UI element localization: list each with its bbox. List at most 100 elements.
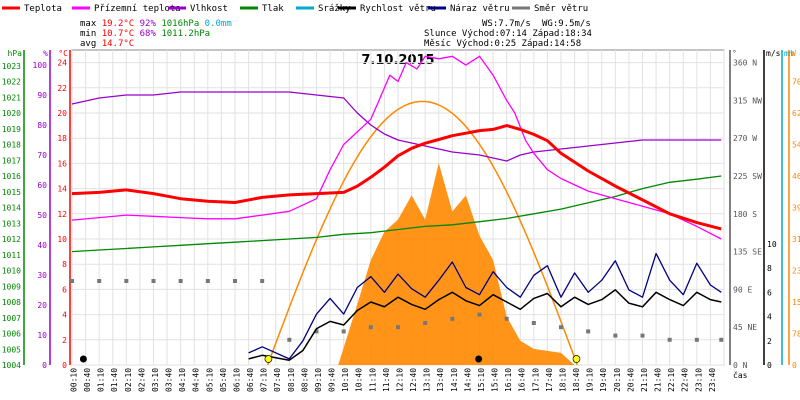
hpa-axis-tick: 1012 (2, 235, 21, 244)
x-tick-label: 04:10 (178, 368, 187, 392)
legend-label: Vlhkost (190, 4, 228, 14)
hpa-axis-tick: 1016 (2, 172, 21, 181)
temp-axis-tick: 22 (57, 84, 67, 93)
winddir-point (586, 329, 591, 334)
moon-marker (79, 355, 87, 363)
radiation-axis-tick: 546 (792, 141, 800, 150)
radiation-axis-tick: 234 (792, 267, 800, 276)
temp-axis-tick: 12 (57, 210, 67, 219)
radiation-axis-unit: W (791, 49, 796, 58)
x-axis-label: čas (733, 370, 748, 380)
radiation-axis-tick: 0 (792, 361, 797, 370)
x-tick-label: 01:40 (110, 368, 119, 392)
series-Teplota (71, 124, 722, 231)
x-tick-label: 09:10 (314, 368, 323, 392)
x-axis: 00:10 00:40 01:10 01:40 02:10 02:40 03:10 03:40… (69, 368, 747, 392)
winddir-point (124, 279, 129, 283)
windspeed-axis-tick: 2 (767, 337, 772, 346)
temp-axis-tick: 16 (57, 159, 67, 168)
stats-min-row: min 10.7°C 68% 1011.2hPa (80, 29, 210, 39)
temp-axis-tick: 24 (57, 59, 67, 68)
stats-wind-speed: WS:7.7m/s (482, 19, 531, 29)
x-tick-label: 16:10 (504, 368, 513, 392)
temp-axis-unit: °C (58, 49, 68, 58)
hpa-axis-tick: 1018 (2, 141, 21, 150)
x-tick-label: 17:40 (545, 368, 554, 392)
axes: hPa1004100510061007100810091010101110121… (2, 49, 800, 370)
winddir-point (233, 279, 237, 283)
winddir-point (396, 325, 400, 330)
temp-axis-tick: 10 (57, 235, 67, 244)
radiation-axis-tick: 468 (792, 172, 800, 181)
x-tick-label: 16:40 (518, 368, 527, 392)
series-radiation (338, 163, 575, 365)
winddir-point (260, 279, 265, 283)
sun-marker (572, 355, 581, 363)
x-tick-label: 03:10 (151, 368, 160, 392)
windspeed-axis-tick: 8 (767, 264, 772, 273)
hpa-axis-tick: 1006 (2, 330, 21, 339)
humidity-axis-tick: 20 (37, 301, 47, 310)
hpa-axis-tick: 1013 (2, 219, 21, 228)
x-tick-label: 22:10 (667, 368, 676, 392)
hpa-axis-tick: 1022 (2, 78, 21, 87)
temp-axis-tick: 4 (62, 311, 67, 320)
stats-wind-gust: WG:9.5m/s (542, 19, 591, 29)
x-tick-label: 05:40 (219, 368, 228, 392)
winddir-axis-tick: 135 SE (733, 248, 762, 257)
legend-label: Náraz větru (450, 4, 510, 14)
stats-block: max 19.2°C 92% 1016hPa 0.0mm min 10.7°C … (80, 19, 592, 49)
stats-avg-row: avg 14.7°C (80, 39, 134, 49)
x-tick-label: 14:40 (463, 368, 472, 392)
humidity-axis-tick: 0 (42, 361, 47, 370)
moon-marker (475, 355, 483, 363)
winddir-axis-tick: 270 W (733, 134, 757, 143)
series-Tlak (71, 175, 722, 253)
hpa-axis-tick: 1023 (2, 62, 21, 71)
series-theoretical-radiation (266, 100, 579, 366)
windspeed-axis-tick: 0 (767, 361, 772, 370)
windspeed-axis-tick: 10 (767, 240, 777, 249)
x-tick-label: 07:40 (273, 368, 282, 392)
windspeed-axis-tick: 4 (767, 313, 772, 322)
radiation-axis-tick: 156 (792, 298, 800, 307)
legend: Teplota Přízemní teplota Vlhkost Tlak Srážky… (2, 4, 588, 14)
sun-marker (264, 355, 273, 363)
legend-label: Směr větru (534, 4, 588, 14)
winddir-point (477, 312, 482, 317)
winddir-point (694, 337, 699, 342)
radiation-axis-tick: 78 (792, 330, 800, 339)
winddir-point (423, 321, 428, 325)
hpa-axis-tick: 1005 (2, 345, 21, 354)
hpa-axis-tick: 1019 (2, 125, 21, 134)
stats-moon: Měsíc Východ:0:25 Západ:14:58 (424, 39, 581, 49)
hpa-axis-tick: 1021 (2, 93, 21, 102)
stats-max-row: max 19.2°C 92% 1016hPa 0.0mm (80, 19, 232, 29)
hpa-axis-unit: hPa (8, 49, 23, 58)
winddir-point (450, 316, 455, 321)
temp-axis-tick: 8 (62, 260, 67, 269)
temp-axis-tick: 20 (57, 109, 67, 118)
temp-axis-tick: 6 (62, 285, 67, 294)
hpa-axis-tick: 1017 (2, 156, 21, 165)
radiation-axis-tick: 624 (792, 109, 800, 118)
winddir-point (719, 337, 724, 342)
x-tick-label: 09:40 (328, 368, 337, 392)
x-tick-label: 10:10 (341, 368, 350, 392)
x-tick-label: 21:40 (654, 368, 663, 392)
hpa-axis-tick: 1015 (2, 188, 21, 197)
winddir-point (314, 329, 319, 334)
winddir-point (667, 337, 672, 342)
x-tick-label: 19:10 (586, 368, 595, 392)
humidity-axis-tick: 100 (33, 61, 48, 70)
x-tick-label: 11:10 (368, 368, 377, 392)
winddir-point (531, 321, 536, 325)
winddir-point (97, 279, 102, 283)
hpa-axis-tick: 1020 (2, 109, 21, 118)
winddir-point (613, 333, 618, 338)
x-tick-label: 13:40 (436, 368, 445, 392)
winddir-point (559, 325, 563, 330)
hpa-axis-tick: 1014 (2, 204, 21, 213)
humidity-axis-tick: 30 (37, 271, 47, 280)
